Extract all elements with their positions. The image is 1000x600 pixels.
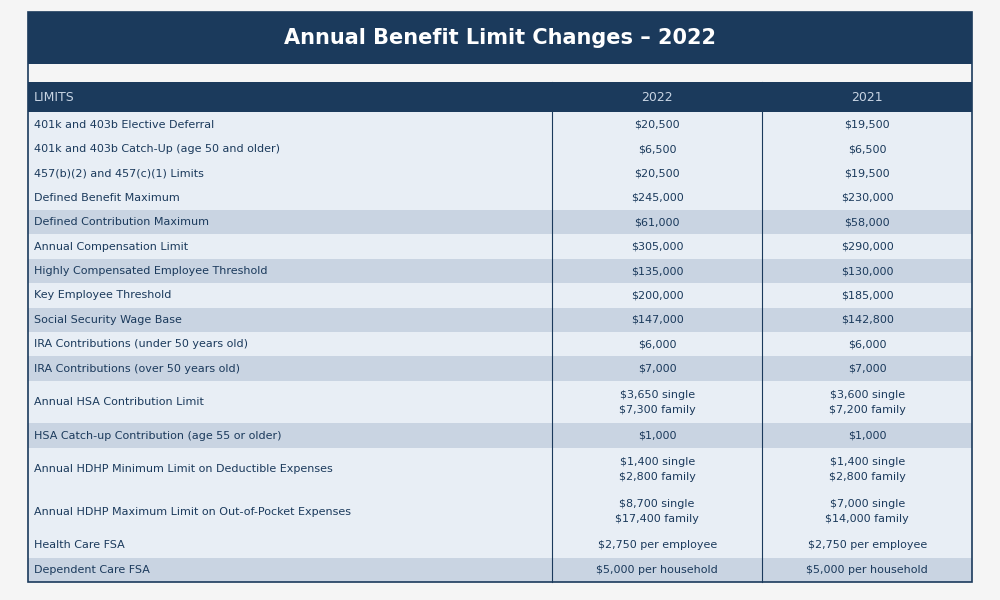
Text: $5,000 per household: $5,000 per household	[596, 565, 718, 575]
Bar	[28, 308, 972, 332]
Text: $245,000: $245,000	[631, 193, 684, 203]
Text: 2022: 2022	[641, 91, 673, 104]
Bar	[28, 448, 972, 491]
Text: $7,000: $7,000	[848, 364, 887, 374]
Text: $7,000: $7,000	[638, 364, 676, 374]
Text: Annual Compensation Limit: Annual Compensation Limit	[34, 242, 188, 251]
Text: $6,500: $6,500	[848, 144, 886, 154]
Text: $5,000 per household: $5,000 per household	[806, 565, 928, 575]
Text: $185,000: $185,000	[841, 290, 894, 301]
Text: Health Care FSA: Health Care FSA	[34, 541, 125, 550]
Text: $147,000: $147,000	[631, 315, 684, 325]
Bar	[28, 424, 972, 448]
Bar	[28, 210, 972, 235]
Text: $1,400 single
$2,800 family: $1,400 single $2,800 family	[619, 457, 696, 482]
Text: $2,750 per employee: $2,750 per employee	[598, 541, 717, 550]
Text: $7,000 single
$14,000 family: $7,000 single $14,000 family	[825, 499, 909, 524]
Bar	[28, 137, 972, 161]
Bar	[28, 235, 972, 259]
Bar	[28, 82, 972, 112]
Text: 401k and 403b Elective Deferral: 401k and 403b Elective Deferral	[34, 119, 214, 130]
Text: $305,000: $305,000	[631, 242, 683, 251]
Text: HSA Catch-up Contribution (age 55 or older): HSA Catch-up Contribution (age 55 or old…	[34, 431, 282, 440]
Text: Annual HSA Contribution Limit: Annual HSA Contribution Limit	[34, 397, 204, 407]
Text: $290,000: $290,000	[841, 242, 894, 251]
Text: $19,500: $19,500	[844, 169, 890, 178]
Text: $130,000: $130,000	[841, 266, 893, 276]
Text: $3,650 single
$7,300 family: $3,650 single $7,300 family	[619, 390, 696, 415]
Bar	[28, 283, 972, 308]
Text: $19,500: $19,500	[844, 119, 890, 130]
Bar	[28, 12, 972, 64]
Text: $20,500: $20,500	[634, 119, 680, 130]
Text: Annual HDHP Minimum Limit on Deductible Expenses: Annual HDHP Minimum Limit on Deductible …	[34, 464, 333, 474]
Text: $1,000: $1,000	[848, 431, 886, 440]
Text: $1,400 single
$2,800 family: $1,400 single $2,800 family	[829, 457, 906, 482]
Text: LIMITS: LIMITS	[34, 91, 75, 104]
Text: Defined Benefit Maximum: Defined Benefit Maximum	[34, 193, 180, 203]
Bar	[28, 185, 972, 210]
Text: Annual Benefit Limit Changes – 2022: Annual Benefit Limit Changes – 2022	[284, 28, 716, 48]
Bar	[28, 381, 972, 424]
Bar	[28, 533, 972, 557]
Text: $3,600 single
$7,200 family: $3,600 single $7,200 family	[829, 390, 906, 415]
Text: 401k and 403b Catch-Up (age 50 and older): 401k and 403b Catch-Up (age 50 and older…	[34, 144, 280, 154]
Text: IRA Contributions (over 50 years old): IRA Contributions (over 50 years old)	[34, 364, 240, 374]
Text: Annual HDHP Maximum Limit on Out-of-Pocket Expenses: Annual HDHP Maximum Limit on Out-of-Pock…	[34, 507, 351, 517]
Text: $6,000: $6,000	[848, 339, 886, 349]
Text: $6,500: $6,500	[638, 144, 676, 154]
Text: $1,000: $1,000	[638, 431, 676, 440]
Text: $20,500: $20,500	[634, 169, 680, 178]
Text: $6,000: $6,000	[638, 339, 676, 349]
Text: $135,000: $135,000	[631, 266, 683, 276]
Text: Social Security Wage Base: Social Security Wage Base	[34, 315, 182, 325]
Bar	[28, 332, 972, 356]
Text: $58,000: $58,000	[844, 217, 890, 227]
Text: Highly Compensated Employee Threshold: Highly Compensated Employee Threshold	[34, 266, 268, 276]
Text: $230,000: $230,000	[841, 193, 894, 203]
Text: 457(b)(2) and 457(c)(1) Limits: 457(b)(2) and 457(c)(1) Limits	[34, 169, 204, 178]
Bar	[28, 161, 972, 185]
Text: $61,000: $61,000	[634, 217, 680, 227]
Text: 2021: 2021	[851, 91, 883, 104]
Text: Dependent Care FSA: Dependent Care FSA	[34, 565, 150, 575]
Bar	[28, 112, 972, 137]
Bar	[28, 356, 972, 381]
Text: $200,000: $200,000	[631, 290, 683, 301]
Text: Defined Contribution Maximum: Defined Contribution Maximum	[34, 217, 209, 227]
Text: IRA Contributions (under 50 years old): IRA Contributions (under 50 years old)	[34, 339, 248, 349]
Text: $142,800: $142,800	[841, 315, 894, 325]
Text: Key Employee Threshold: Key Employee Threshold	[34, 290, 171, 301]
Bar	[28, 259, 972, 283]
Bar	[28, 557, 972, 582]
Bar	[28, 491, 972, 533]
Text: $2,750 per employee: $2,750 per employee	[808, 541, 927, 550]
Text: $8,700 single
$17,400 family: $8,700 single $17,400 family	[615, 499, 699, 524]
